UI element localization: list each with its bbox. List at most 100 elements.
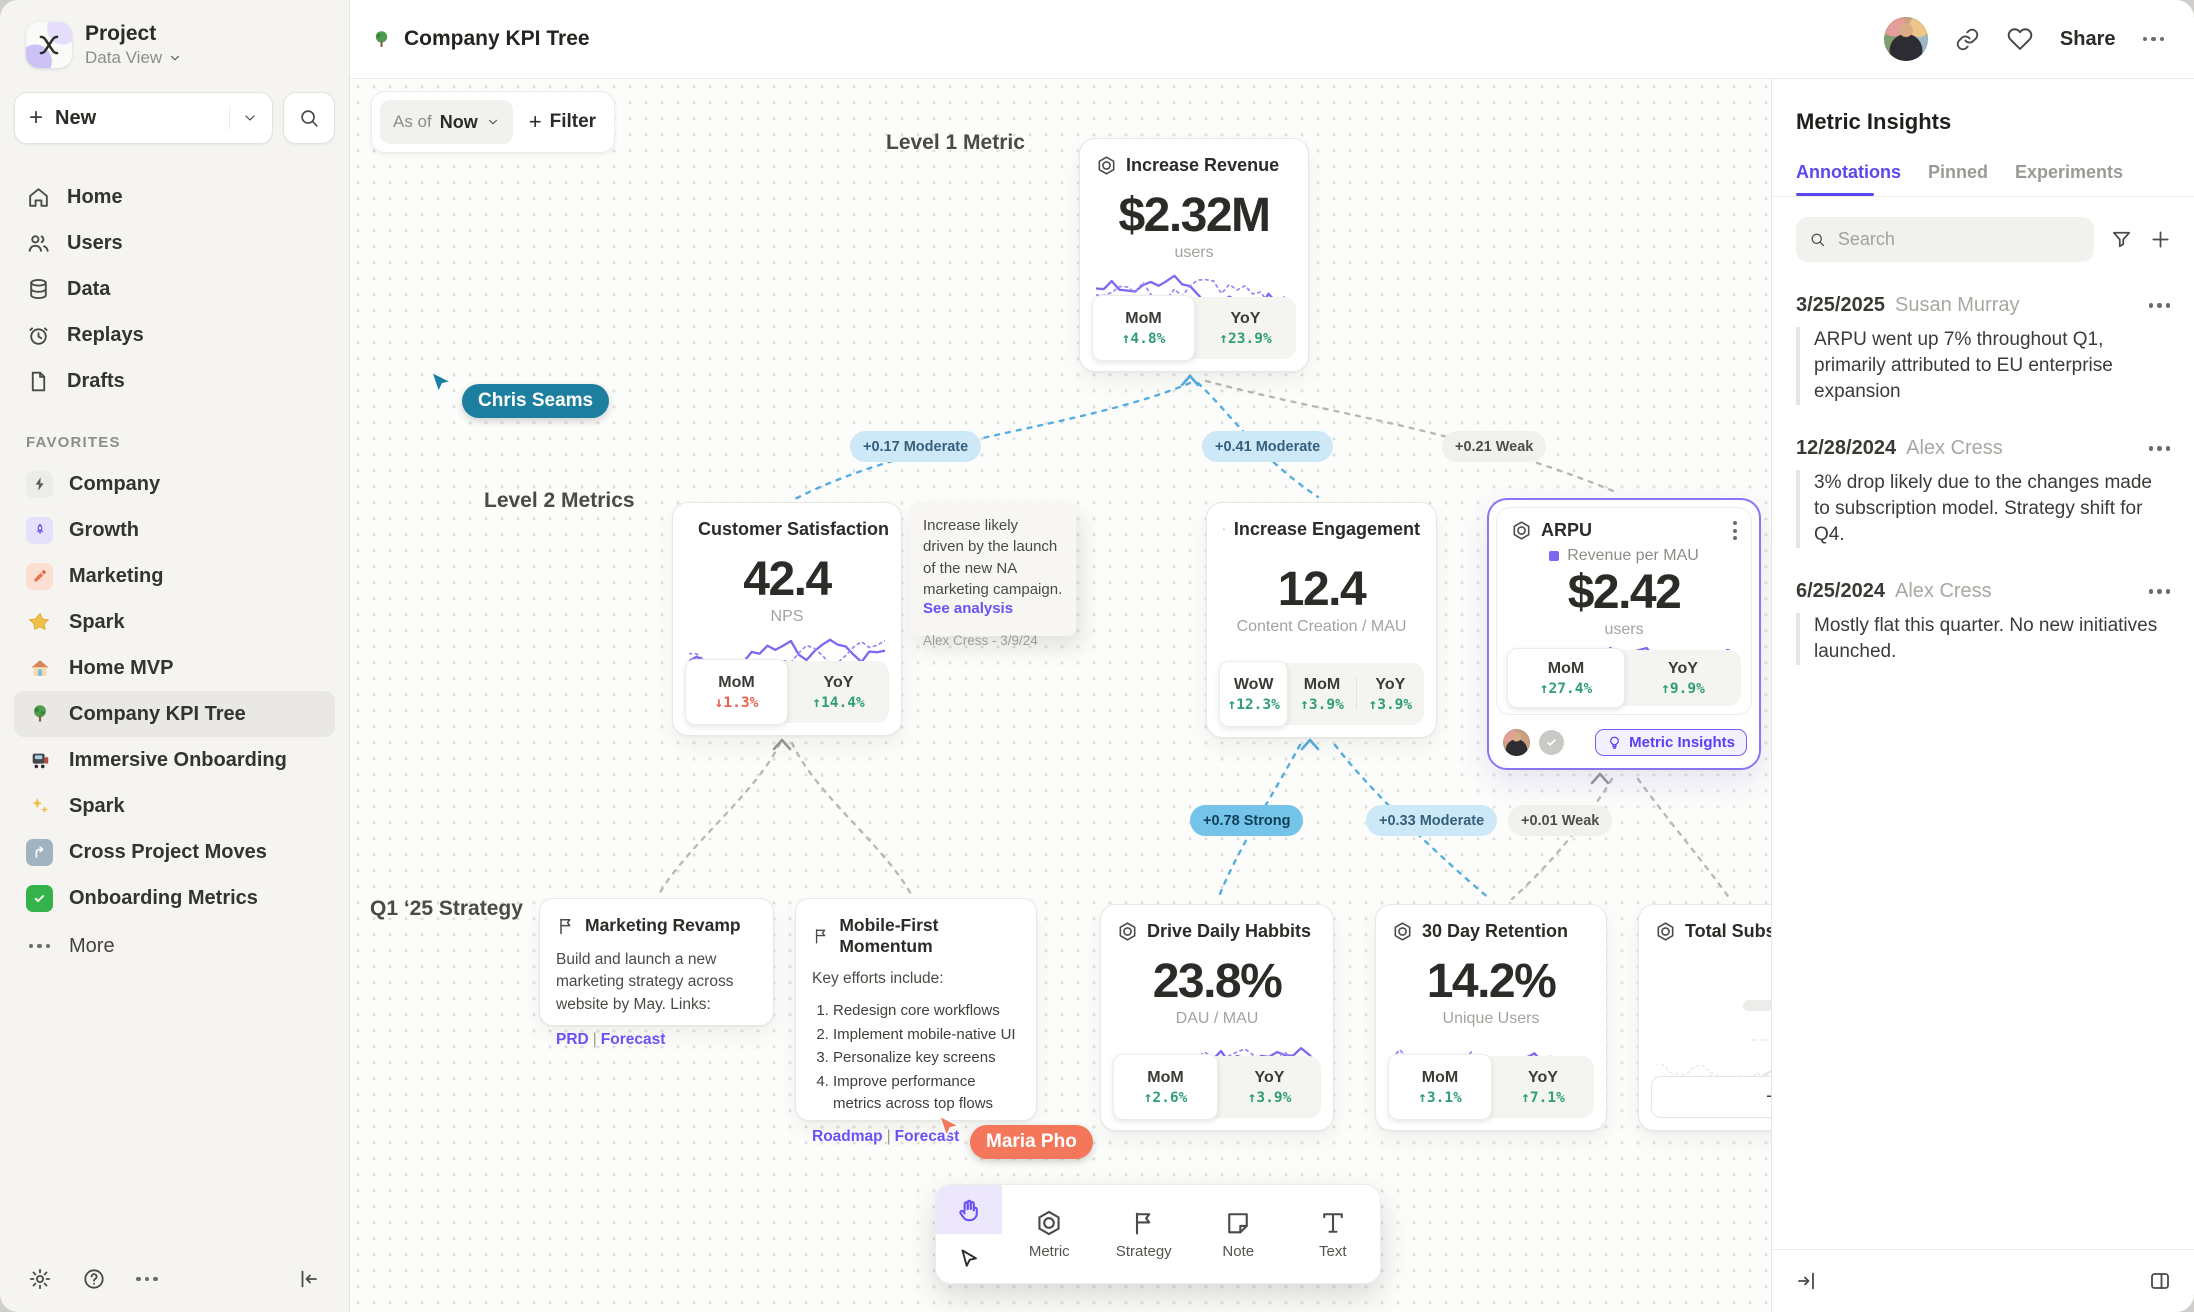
text-tool-button[interactable]: Text <box>1286 1185 1381 1283</box>
sidebar-item-drafts[interactable]: Drafts <box>14 358 335 404</box>
sidebar-item-data[interactable]: Data <box>14 266 335 312</box>
metric-card-total-subscriptions[interactable]: Total Subscript + Connec <box>1638 904 1771 1131</box>
help-icon[interactable] <box>82 1267 106 1291</box>
see-analysis-link[interactable]: See analysis <box>923 600 1014 618</box>
add-annotation-icon[interactable] <box>2149 228 2172 251</box>
annotation-item[interactable]: 6/25/2024 Alex Cress Mostly flat this qu… <box>1796 580 2170 666</box>
favorite-heart-icon[interactable] <box>2007 26 2033 52</box>
sidebar-overflow-icon[interactable] <box>136 1276 158 1282</box>
metric-card-increase-engagement[interactable]: Increase Engagement 12.4 Content Creatio… <box>1206 502 1437 738</box>
copy-link-icon[interactable] <box>1955 27 1980 52</box>
new-button[interactable]: + New <box>14 92 273 144</box>
metric-card-arpu-selected[interactable]: ARPU Revenue per MAU $2.42 users MoM <box>1487 498 1761 770</box>
strategy-tool-button[interactable]: Strategy <box>1097 1185 1192 1283</box>
settings-gear-icon[interactable] <box>28 1267 52 1291</box>
metric-tool-button[interactable]: Metric <box>1002 1185 1097 1283</box>
flag-icon <box>1135 1212 1151 1235</box>
select-tool-button[interactable] <box>936 1234 1002 1283</box>
chevron-down-icon[interactable] <box>242 110 258 126</box>
sidebar-item-growth[interactable]: Growth <box>14 507 335 553</box>
sidebar-item-company[interactable]: Company <box>14 461 335 507</box>
metric-card-drive-daily-habits[interactable]: Drive Daily Habbits 23.8% DAU / MAU MoM … <box>1100 904 1334 1131</box>
sidebar-item-immersive-onboarding[interactable]: Immersive Onboarding <box>14 737 335 783</box>
strategy-card-marketing-revamp[interactable]: Marketing Revamp Build and launch a new … <box>539 898 774 1048</box>
prd-link[interactable]: PRD <box>556 1031 589 1049</box>
add-filter-button[interactable]: + Filter <box>529 109 596 135</box>
tab-pinned[interactable]: Pinned <box>1928 162 1989 182</box>
wow-stat: WoW ↑12.3% <box>1219 661 1289 727</box>
connect-data-button[interactable]: + Connec <box>1651 1076 1771 1118</box>
annotation-author: Alex Cress <box>1894 580 1992 603</box>
link-separator: | <box>886 1127 891 1145</box>
edge-label-strong: +0.78 Strong <box>1190 805 1304 836</box>
sidebar-item-spark-2[interactable]: Spark <box>14 783 335 829</box>
metric-card-customer-satisfaction[interactable]: Customer Satisfaction 42.4 NPS MoM ↓1.3%… <box>672 502 902 736</box>
sidebar-item-onboarding-metrics[interactable]: Onboarding Metrics <box>14 875 335 921</box>
pencil-icon <box>26 562 53 590</box>
list-item: Personalize key screens <box>833 1047 1020 1070</box>
metric-card-increase-revenue[interactable]: Increase Revenue $2.32M users MoM ↑4.8% … <box>1079 138 1309 372</box>
annotation-text: ARPU went up 7% throughout Q1, primarily… <box>1796 327 2170 406</box>
panel-footer <box>1772 1249 2194 1312</box>
strategy-effort-list: Redesign core workflows Implement mobile… <box>812 1000 1020 1116</box>
list-item: Improve performance metrics across top f… <box>833 1071 1020 1116</box>
sidebar-item-spark[interactable]: Spark <box>14 599 335 645</box>
series-legend-swatch <box>1549 551 1560 561</box>
forecast-link[interactable]: Forecast <box>894 1127 960 1145</box>
annotation-search-box[interactable] <box>1796 217 2094 262</box>
collaborator-label-chris: Chris Seams <box>462 384 610 418</box>
search-input[interactable] <box>1835 228 2081 251</box>
split-view-icon[interactable] <box>2148 1269 2172 1293</box>
note-author: Alex Cress - 3/9/24 <box>923 633 1038 649</box>
annotation-item[interactable]: 3/25/2025 Susan Murray ARPU went up 7% t… <box>1796 294 2170 406</box>
metric-insights-button[interactable]: Metric Insights <box>1595 728 1747 756</box>
ellipsis-icon <box>26 943 53 949</box>
sidebar-item-users[interactable]: Users <box>14 220 335 266</box>
yoy-stat: YoY ↑14.4% <box>812 673 865 711</box>
sidebar-item-home-mvp[interactable]: Home MVP <box>14 645 335 691</box>
annotation-item[interactable]: 12/28/2024 Alex Cress 3% drop likely due… <box>1796 437 2170 549</box>
metric-value: 14.2% <box>1426 955 1557 1008</box>
annotation-menu-icon[interactable] <box>2148 446 2170 451</box>
metric-card-30-day-retention[interactable]: 30 Day Retention 14.2% Unique Users MoM … <box>1375 904 1607 1131</box>
as-of-dropdown[interactable]: As of Now <box>380 100 513 144</box>
hand-tool-button-selected[interactable] <box>936 1185 1002 1234</box>
sparkles-icon <box>26 793 53 820</box>
list-item: Implement mobile-native UI <box>833 1024 1020 1047</box>
topbar-overflow-icon[interactable] <box>2142 36 2164 42</box>
note-tool-button[interactable]: Note <box>1191 1185 1286 1283</box>
forecast-link[interactable]: Forecast <box>600 1031 666 1049</box>
tab-annotations[interactable]: Annotations <box>1796 162 1901 196</box>
roadmap-link[interactable]: Roadmap <box>812 1127 883 1145</box>
sidebar-item-home[interactable]: Home <box>14 174 335 220</box>
tab-experiments[interactable]: Experiments <box>2015 162 2124 182</box>
annotation-note-card[interactable]: Increase likely driven by the launch of … <box>910 502 1076 648</box>
card-menu-kebab-icon[interactable] <box>1733 521 1737 540</box>
annotation-menu-icon[interactable] <box>2148 589 2170 594</box>
user-avatar[interactable] <box>1883 17 1928 61</box>
flag-icon <box>815 929 826 944</box>
sidebar-item-replays[interactable]: Replays <box>14 312 335 358</box>
sidebar-item-marketing[interactable]: Marketing <box>14 553 335 599</box>
sidebar-search-button[interactable] <box>283 92 335 144</box>
collapse-panel-icon[interactable] <box>1794 1269 1818 1293</box>
favorite-label: Company <box>69 472 161 495</box>
annotation-menu-icon[interactable] <box>2148 303 2170 308</box>
sidebar-item-cross-project-moves[interactable]: Cross Project Moves <box>14 829 335 875</box>
sidebar-more-button[interactable]: More <box>14 923 335 969</box>
filter-funnel-icon[interactable] <box>2110 228 2133 251</box>
annotation-text: 3% drop likely due to the changes made t… <box>1796 470 2170 549</box>
lightning-icon <box>26 470 53 498</box>
sidebar-item-label: Data <box>67 277 111 300</box>
metric-card-arpu[interactable]: ARPU Revenue per MAU $2.42 users MoM <box>1496 507 1752 715</box>
share-button[interactable]: Share <box>2059 27 2116 50</box>
collapse-sidebar-button[interactable] <box>297 1267 321 1291</box>
strategy-card-mobile-first-momentum[interactable]: Mobile-First Momentum Key efforts includ… <box>795 898 1037 1145</box>
sidebar-item-company-kpi-tree[interactable]: Company KPI Tree <box>14 691 335 737</box>
tool-label: Note <box>1222 1242 1255 1260</box>
kpi-tree-canvas[interactable]: As of Now + Filter Level 1 Metric Level … <box>350 79 1771 1312</box>
metric-insights-panel: Metric Insights Annotations Pinned Exper… <box>1771 79 2194 1312</box>
annotation-author: Susan Murray <box>1894 294 2020 316</box>
metric-hexagon-icon <box>1223 528 1225 531</box>
project-switcher[interactable]: Project Data View <box>14 22 335 68</box>
